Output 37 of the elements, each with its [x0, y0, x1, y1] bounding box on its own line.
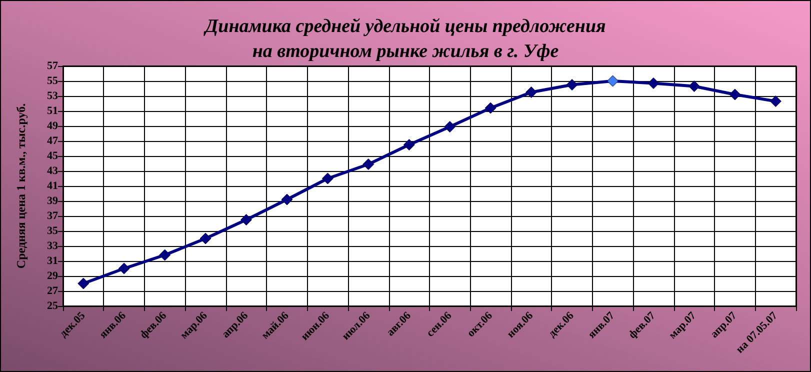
y-tick-label: 39 [47, 195, 58, 207]
point [281, 194, 293, 206]
point [240, 214, 252, 226]
point [729, 88, 741, 100]
point [322, 172, 334, 184]
point [118, 262, 130, 274]
y-tick-label: 27 [47, 285, 58, 297]
y-tick-label: 33 [47, 240, 58, 252]
y-tick-label: 37 [47, 210, 58, 222]
y-tick-label: 31 [47, 255, 58, 267]
y-tick-label: 25 [47, 300, 58, 312]
point [200, 232, 212, 244]
y-tick-label: 57 [47, 60, 58, 72]
point [688, 80, 700, 92]
chart-title: Динамика средней удельной цены предложения на вторичном рынке жилья в г. Уфе [203, 16, 606, 62]
y-axis-title: Средняя цена 1 кв.м., тыс.руб. [14, 103, 28, 269]
point [770, 96, 782, 107]
point [444, 121, 456, 132]
y-tick-label: 43 [47, 165, 58, 177]
y-tick-label: 53 [47, 90, 58, 102]
point [484, 102, 496, 114]
y-tick-label: 51 [47, 105, 58, 117]
point [607, 75, 618, 87]
y-tick-label: 41 [47, 180, 58, 192]
y-tick-label: 35 [47, 225, 58, 237]
point [159, 249, 171, 261]
y-tick-label: 47 [47, 135, 58, 147]
point [526, 86, 538, 98]
point [78, 278, 90, 290]
y-tick-label: 29 [47, 270, 58, 282]
point [566, 79, 578, 90]
point [362, 158, 374, 170]
point [403, 139, 415, 150]
y-tick-label: 45 [47, 150, 58, 162]
y-tick-label: 55 [47, 75, 58, 87]
point [648, 78, 660, 89]
y-tick-label: 49 [47, 120, 58, 132]
